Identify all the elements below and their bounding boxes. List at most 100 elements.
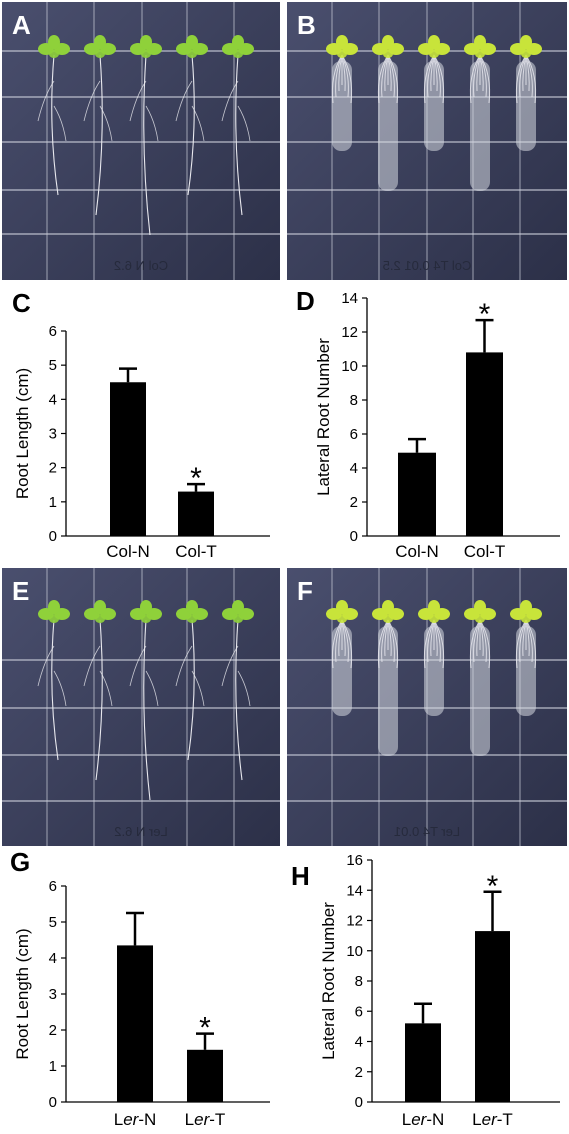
- category-label: Col-N: [395, 542, 438, 561]
- photo-panel-e: Ler N 6.2 E: [2, 568, 280, 846]
- y-tick-label: 12: [346, 913, 363, 930]
- leaf: [49, 50, 59, 58]
- lateral-root: [129, 645, 147, 687]
- bar-ler-t: [475, 931, 510, 1102]
- lateral-root: [53, 105, 67, 142]
- leaf: [337, 615, 347, 623]
- lateral-root: [473, 54, 481, 98]
- y-tick-label: 10: [341, 358, 358, 375]
- leaf: [187, 615, 197, 623]
- primary-root: [187, 54, 195, 196]
- lateral-root: [519, 54, 527, 98]
- lateral-root: [83, 80, 101, 122]
- y-tick-label: 4: [49, 391, 57, 408]
- seedling: [464, 600, 496, 756]
- seedling: [129, 35, 162, 236]
- lateral-root: [476, 619, 481, 657]
- lateral-root: [469, 54, 481, 104]
- lateral-root: [479, 619, 491, 669]
- leaf: [95, 50, 105, 58]
- lateral-root: [433, 54, 441, 98]
- leaf: [429, 615, 439, 623]
- leaf: [336, 600, 348, 614]
- lateral-root: [433, 619, 445, 669]
- seedling: [510, 600, 542, 716]
- lateral-root: [37, 80, 55, 122]
- primary-root: [95, 54, 103, 216]
- leaf: [233, 50, 243, 58]
- lateral-root: [433, 54, 445, 104]
- lateral-root: [469, 619, 481, 669]
- bar-col-n: [398, 452, 436, 536]
- lateral-root: [237, 105, 251, 142]
- lateral-root: [515, 54, 527, 104]
- y-tick-label: 16: [346, 852, 363, 869]
- lateral-root: [479, 619, 484, 657]
- gel-zone: [470, 626, 490, 756]
- significance-marker: *: [479, 298, 491, 331]
- y-tick-label: 14: [341, 290, 358, 307]
- leaf: [521, 615, 531, 623]
- lateral-root: [331, 619, 343, 669]
- y-tick-label: 1: [49, 1058, 57, 1075]
- leaf: [520, 600, 532, 614]
- plate-label-text: Ler N 6.2: [114, 824, 167, 839]
- leaf: [186, 35, 198, 49]
- y-tick-label: 5: [49, 357, 57, 374]
- lateral-root: [191, 105, 205, 142]
- lateral-root: [335, 619, 343, 663]
- lateral-root: [384, 619, 389, 657]
- y-tick-label: 2: [350, 494, 358, 511]
- lateral-root: [145, 105, 159, 142]
- y-tick-label: 6: [49, 323, 57, 340]
- lateral-root: [423, 619, 435, 669]
- lateral-root: [479, 54, 491, 104]
- gel-zone: [378, 61, 398, 191]
- plate-label-text: Col N 6.2: [114, 258, 168, 273]
- leaf: [94, 600, 106, 614]
- lateral-root: [381, 54, 389, 98]
- y-tick-label: 0: [355, 1094, 363, 1111]
- panel-letter-e: E: [12, 576, 29, 606]
- y-tick-label: 6: [350, 426, 358, 443]
- lateral-root: [384, 54, 389, 92]
- chart-panel-g: G 0 1 2 3 4 5 6 Root Length (cm) Ler-N * Ler-T: [10, 847, 270, 1129]
- panel-letter-h: H: [291, 861, 310, 891]
- lateral-root: [525, 54, 537, 104]
- leaf: [474, 35, 486, 49]
- leaf: [520, 35, 532, 49]
- lateral-root: [423, 54, 435, 104]
- bar-ler-n: [117, 945, 153, 1102]
- gel-zone: [332, 626, 352, 716]
- y-tick-label: 3: [49, 426, 57, 443]
- lateral-root: [175, 645, 193, 687]
- y-tick-label: 8: [350, 392, 358, 409]
- lateral-root: [387, 54, 392, 92]
- lateral-root: [522, 54, 527, 92]
- seedling: [221, 35, 254, 216]
- lateral-root: [387, 619, 399, 669]
- leaf: [428, 600, 440, 614]
- seedling: [83, 600, 116, 781]
- photo-panel-a: Col N 6.2 A: [2, 2, 280, 280]
- lateral-root: [525, 619, 530, 657]
- lateral-root: [433, 619, 441, 663]
- category-label: Ler-N: [402, 1110, 445, 1129]
- lateral-root: [53, 670, 67, 707]
- leaf: [382, 600, 394, 614]
- leaf: [95, 615, 105, 623]
- leaf: [521, 50, 531, 58]
- y-axis-label: Root Length (cm): [13, 928, 32, 1059]
- leaf: [140, 600, 152, 614]
- category-label: Ler-N: [114, 1110, 157, 1129]
- y-tick-label: 0: [49, 1094, 57, 1111]
- y-tick-label: 2: [355, 1064, 363, 1081]
- lateral-root: [377, 54, 389, 104]
- panel-letter-d: D: [296, 286, 315, 316]
- leaf: [336, 35, 348, 49]
- seedling: [510, 35, 542, 151]
- primary-root: [187, 619, 195, 761]
- seedling: [175, 600, 208, 761]
- seedling: [372, 35, 404, 191]
